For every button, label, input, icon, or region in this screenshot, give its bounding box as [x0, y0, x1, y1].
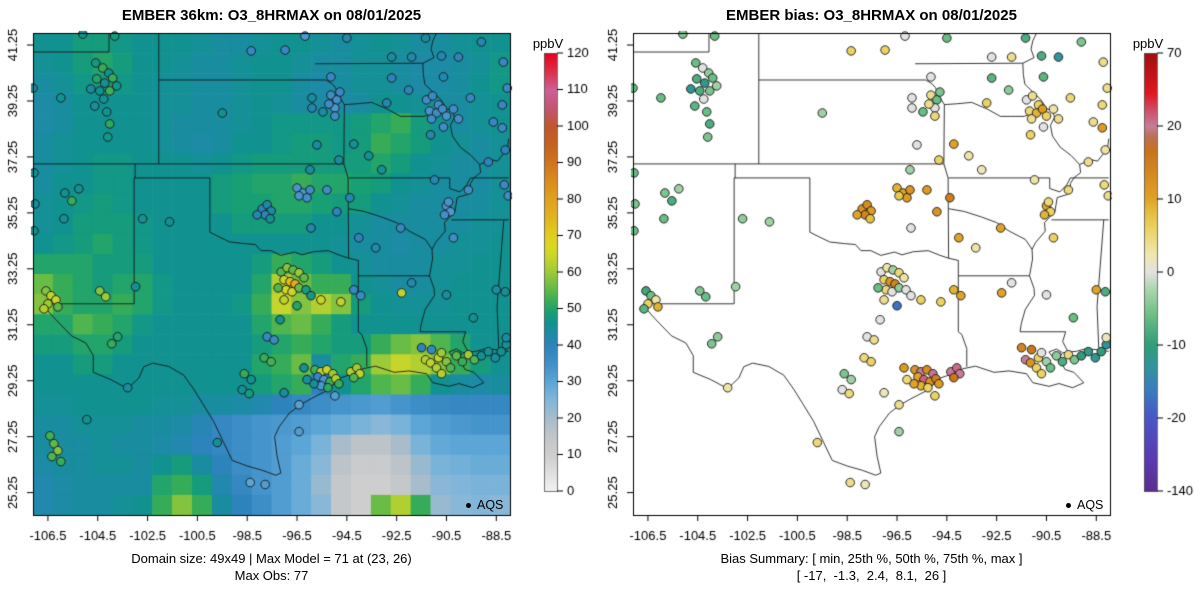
- aqs-dot-icon: [1066, 502, 1071, 508]
- right-map-title: EMBER bias: O3_8HRMAX on 08/01/2025: [726, 7, 1017, 24]
- left-colorbar-unit-label: ppbV: [532, 36, 564, 51]
- right-colorbar-unit-label: ppbV: [1132, 36, 1164, 51]
- left-caption-line2: Max Obs: 77: [234, 568, 309, 583]
- aqs-legend-label: AQS: [477, 498, 504, 512]
- aqs-dot-icon: [466, 502, 471, 508]
- right-aqs-legend: AQS: [1066, 498, 1103, 512]
- left-caption-line1: Domain size: 49x49 | Max Model = 71 at (…: [131, 551, 412, 566]
- right-caption-line1: Bias Summary: [ min, 25th %, 50th %, 75t…: [720, 551, 1023, 566]
- aqs-legend-label: AQS: [1077, 498, 1104, 512]
- right-caption-line2: [ -17, -1.3, 2.4, 8.1, 26 ]: [796, 568, 947, 583]
- left-aqs-legend: AQS: [466, 498, 503, 512]
- left-map-title: EMBER 36km: O3_8HRMAX on 08/01/2025: [121, 7, 422, 24]
